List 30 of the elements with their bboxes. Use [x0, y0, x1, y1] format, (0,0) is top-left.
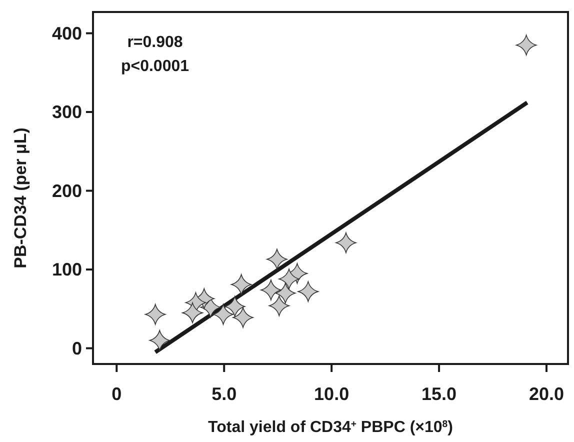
point: [182, 302, 203, 324]
point: [516, 34, 537, 56]
point: [266, 248, 288, 270]
x-tick-label: 5.0: [212, 384, 237, 404]
y-tick-label: 0: [72, 338, 82, 358]
point: [336, 232, 356, 254]
annotation: r=0.908: [127, 34, 183, 51]
y-tick-label: 300: [52, 102, 82, 122]
annotation: p<0.0001: [120, 58, 190, 75]
y-tick-label: 400: [52, 23, 82, 44]
y-tick-label: 200: [52, 180, 82, 201]
point: [232, 307, 254, 328]
x-tick-label: 0: [112, 384, 122, 404]
point: [268, 295, 290, 316]
point: [298, 281, 319, 302]
point: [278, 268, 300, 290]
point: [144, 304, 166, 325]
point: [200, 296, 221, 318]
y-axis-title: PB-CD34 (per μL): [11, 128, 30, 268]
point: [224, 296, 246, 317]
point: [260, 280, 282, 300]
point: [149, 330, 170, 351]
x-tick-label: 10.0: [314, 384, 350, 404]
point: [274, 282, 296, 304]
y-tick-label: 100: [52, 260, 82, 280]
point: [230, 274, 252, 295]
point: [212, 304, 234, 325]
x-tick-label: 20.0: [528, 384, 564, 404]
x-tick-label: 15.0: [422, 384, 457, 404]
x-axis-title: Total yield of CD34$^{+}$ PBPC (×10$^{8}$): [208, 418, 453, 436]
